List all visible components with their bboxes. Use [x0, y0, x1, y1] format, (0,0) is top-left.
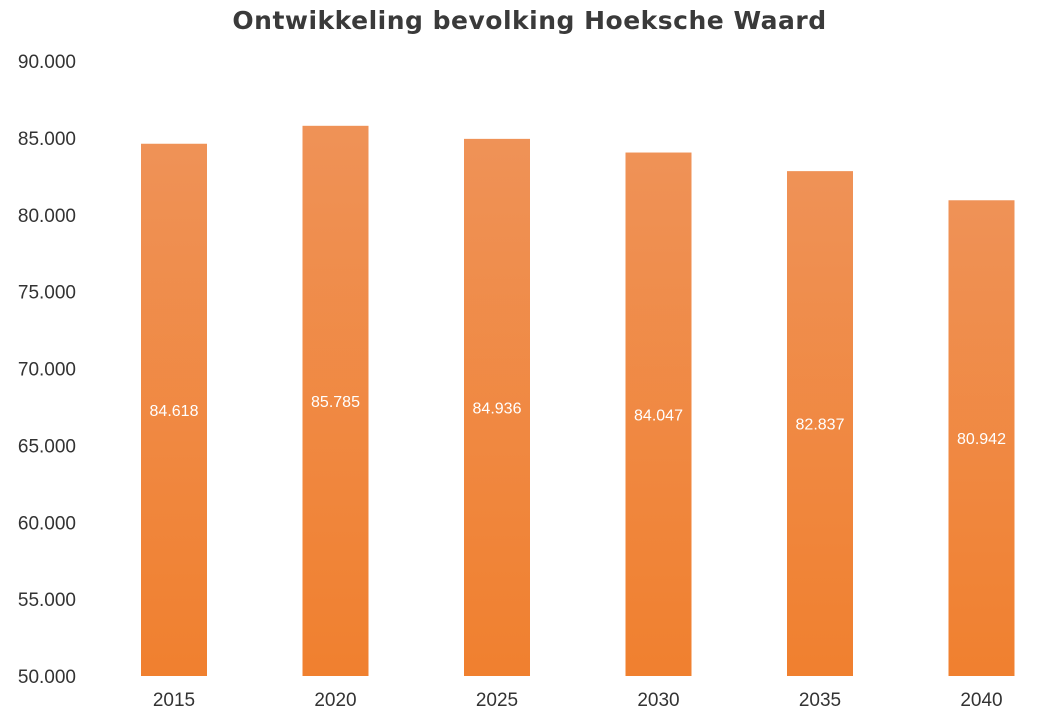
x-tick-label: 2040 — [960, 690, 1002, 711]
x-tick-label: 2020 — [314, 690, 356, 711]
bar-value-label: 82.837 — [796, 417, 845, 434]
bar-value-label: 80.942 — [957, 431, 1006, 448]
bar-value-label: 84.618 — [150, 403, 199, 420]
bar — [141, 143, 207, 677]
x-tick-label: 2025 — [476, 690, 518, 711]
bars — [141, 125, 1015, 677]
y-tick-label: 60.000 — [18, 513, 76, 534]
bar — [948, 200, 1015, 676]
bar — [625, 152, 692, 677]
x-tick-label: 2015 — [153, 690, 195, 711]
bar — [787, 171, 853, 677]
y-tick-label: 85.000 — [18, 129, 76, 150]
y-tick-label: 90.000 — [18, 52, 76, 73]
y-tick-label: 70.000 — [18, 360, 76, 381]
bar — [302, 125, 369, 677]
y-tick-label: 55.000 — [18, 590, 76, 611]
bar-value-label: 85.785 — [311, 394, 360, 411]
data-labels: 84.618 85.785 84.936 84.047 82.837 80.942 — [150, 394, 1007, 448]
y-axis: 50.000 55.000 60.000 65.000 70.000 75.000 80.0… — [18, 52, 76, 688]
bar — [464, 138, 530, 676]
y-tick-label: 80.000 — [18, 206, 76, 227]
x-tick-label: 2035 — [799, 690, 841, 711]
x-tick-label: 2030 — [637, 690, 679, 711]
bar-value-label: 84.936 — [473, 400, 522, 417]
x-axis: 2015 2020 2025 2030 2035 2040 — [153, 690, 1003, 711]
y-tick-label: 75.000 — [18, 283, 76, 304]
y-tick-label: 50.000 — [18, 667, 76, 688]
y-tick-label: 65.000 — [18, 436, 76, 457]
chart-title: Ontwikkeling bevolking Hoeksche Waard — [232, 6, 827, 35]
bar-value-label: 84.047 — [634, 407, 683, 424]
